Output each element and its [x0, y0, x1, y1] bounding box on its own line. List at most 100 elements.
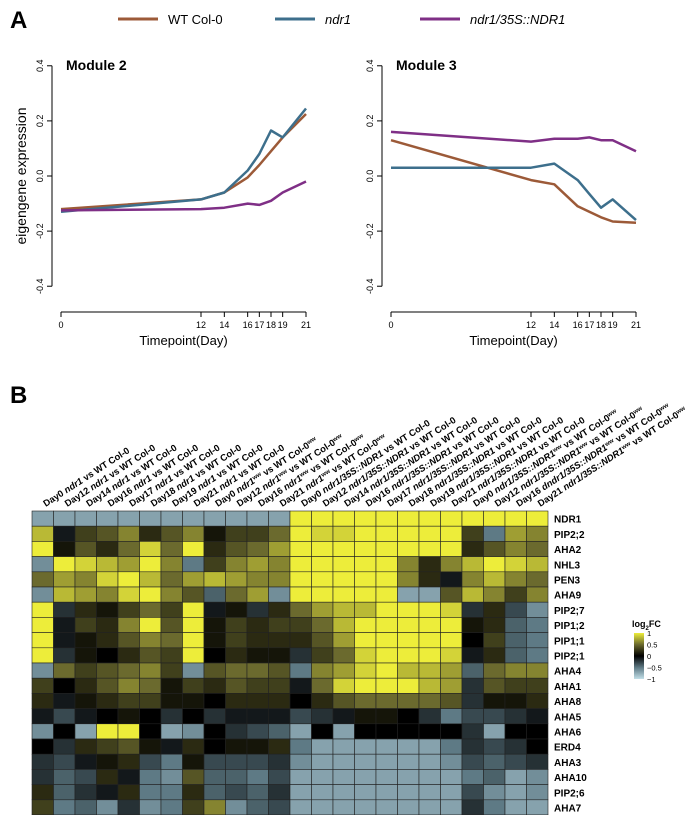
heatmap-cell — [311, 601, 334, 618]
heatmap-cell — [289, 647, 312, 664]
heatmap-cell — [225, 632, 248, 649]
heatmap-cell — [203, 556, 226, 573]
heatmap-cell — [225, 708, 248, 725]
heatmap-cell — [203, 784, 226, 801]
y-axis-label: eigengene expression — [13, 108, 29, 245]
legend: WT Col-0 ndr1 ndr1/35S::NDR1 — [118, 12, 565, 27]
heatmap-cell — [289, 723, 312, 740]
heatmap-cell — [504, 662, 527, 679]
heatmap-row-label: PIP2;2 — [554, 530, 585, 541]
heatmap-cell — [526, 753, 549, 770]
heatmap-cell — [139, 601, 162, 618]
heatmap-cell — [332, 510, 355, 527]
heatmap-cell — [418, 601, 441, 618]
heatmap-cell — [53, 647, 76, 664]
heatmap-cell — [375, 677, 398, 694]
heatmap-cell — [96, 799, 119, 815]
heatmap-cell — [268, 753, 291, 770]
heatmap-cell — [225, 571, 248, 588]
heatmap-cell — [182, 510, 205, 527]
heatmap-cell — [246, 769, 269, 785]
heatmap-cell — [160, 647, 183, 664]
heatmap-cell — [203, 632, 226, 649]
heatmap-cell — [397, 586, 420, 603]
legend-colorbar — [634, 633, 644, 679]
legend-item: ndr1 — [275, 12, 351, 27]
heatmap-cell — [203, 510, 226, 527]
heatmap-cell — [74, 708, 97, 725]
heatmap-cell — [418, 647, 441, 664]
heatmap-cell — [31, 723, 54, 740]
heatmap-cell — [440, 784, 463, 801]
heatmap-cell — [74, 662, 97, 679]
heatmap-cell — [440, 556, 463, 573]
heatmap-cell — [289, 556, 312, 573]
heatmap-cell — [182, 632, 205, 649]
x-tick-label: 19 — [278, 320, 288, 330]
heatmap-cell — [96, 708, 119, 725]
heatmap-cell — [203, 693, 226, 709]
heatmap-cell — [483, 556, 506, 573]
heatmap-cell — [504, 723, 527, 740]
heatmap-cell — [289, 753, 312, 770]
heatmap-cell — [354, 632, 377, 649]
heatmap-cell — [440, 586, 463, 603]
heatmap-row-label: PIP1;1 — [554, 636, 585, 647]
heatmap-cell — [31, 677, 54, 694]
heatmap-cell — [526, 799, 549, 815]
heatmap-row-label: AHA3 — [554, 758, 582, 769]
heatmap-row-label: PEN3 — [554, 576, 581, 587]
heatmap-cell — [203, 601, 226, 618]
heatmap-cell — [246, 647, 269, 664]
heatmap-cell — [182, 571, 205, 588]
heatmap-cell — [139, 738, 162, 755]
heatmap-cell — [117, 601, 140, 618]
heatmap-cell — [526, 586, 549, 603]
heatmap-cell — [289, 708, 312, 725]
heatmap-cell — [526, 510, 549, 527]
heatmap-cell — [246, 586, 269, 603]
heatmap-cell — [397, 632, 420, 649]
heatmap-cell — [504, 769, 527, 785]
heatmap-cell — [182, 693, 205, 709]
heatmap-cell — [375, 784, 398, 801]
heatmap-cell — [160, 738, 183, 755]
x-tick-label: 14 — [549, 320, 559, 330]
heatmap-cell — [268, 586, 291, 603]
heatmap-cell — [289, 784, 312, 801]
heatmap-cell — [246, 677, 269, 694]
heatmap-cell — [375, 738, 398, 755]
heatmap-cell — [397, 708, 420, 725]
heatmap-cell — [461, 693, 484, 709]
heatmap-cell — [483, 753, 506, 770]
x-axis-label: Timepoint(Day) — [139, 333, 227, 348]
heatmap-cell — [311, 586, 334, 603]
heatmap-cell — [182, 753, 205, 770]
heatmap-cell — [139, 799, 162, 815]
heatmap-cell — [268, 799, 291, 815]
heatmap-cell — [461, 723, 484, 740]
heatmap-cell — [96, 586, 119, 603]
heatmap-cell — [160, 586, 183, 603]
heatmap-cell — [375, 769, 398, 785]
heatmap-cell — [53, 617, 76, 633]
heatmap-cell — [31, 632, 54, 649]
heatmap-cell — [117, 738, 140, 755]
x-tick-label: 19 — [608, 320, 618, 330]
heatmap-cell — [332, 753, 355, 770]
heatmap-cell — [246, 738, 269, 755]
heatmap-cell — [225, 586, 248, 603]
heatmap-cell — [139, 541, 162, 557]
heatmap-cell — [160, 632, 183, 649]
legend-tick-label: 0.5 — [647, 641, 657, 650]
heatmap-cell — [96, 601, 119, 618]
heatmap-cell — [526, 784, 549, 801]
heatmap-cell — [461, 510, 484, 527]
heatmap-cell — [96, 677, 119, 694]
heatmap-cell — [526, 723, 549, 740]
heatmap-cell — [203, 662, 226, 679]
heatmap-cell — [311, 677, 334, 694]
heatmap-cell — [160, 510, 183, 527]
heatmap-cell — [203, 541, 226, 557]
heatmap-cell — [332, 677, 355, 694]
